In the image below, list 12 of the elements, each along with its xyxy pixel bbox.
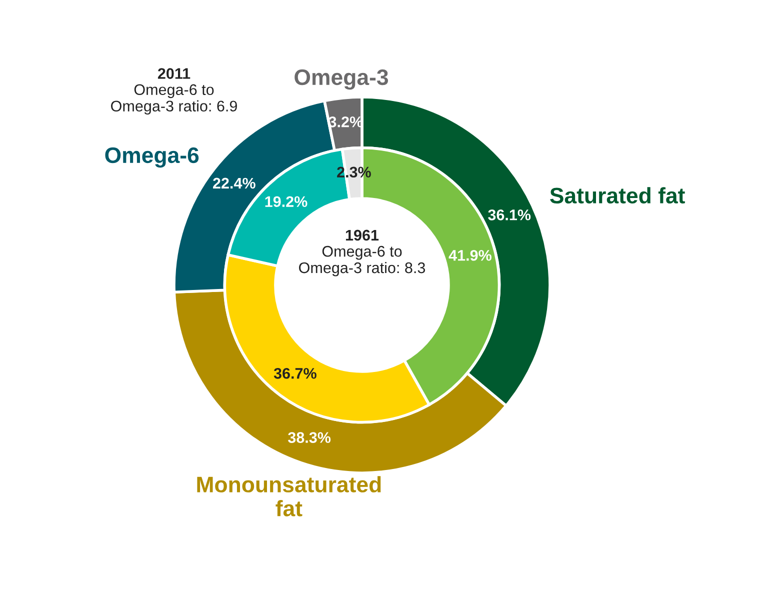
data-label: 36.7% xyxy=(274,368,316,379)
data-label: 38.3% xyxy=(288,432,331,443)
data-label: 22.4% xyxy=(213,178,256,189)
slice-label: Monounsaturated fat xyxy=(197,476,381,516)
slice-label: Omega-3 xyxy=(294,69,388,90)
text: 2011 Omega-6 to Omega-3 ratio: 6.9 xyxy=(111,68,237,115)
data-label: 19.2% xyxy=(265,196,308,208)
slice-label: Saturated fat xyxy=(550,187,685,204)
data-label: 41.9% xyxy=(448,250,492,261)
data-label: 36.1% xyxy=(488,210,531,220)
text: 1961 Omega-6 to Omega-3 ratio: 8.3 xyxy=(299,230,426,276)
slice-label: Omega-6 xyxy=(105,147,199,168)
